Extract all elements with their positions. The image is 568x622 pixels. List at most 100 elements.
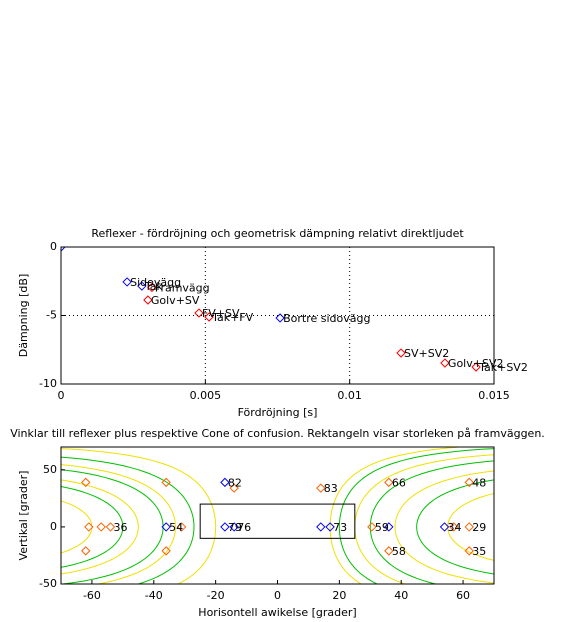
x-tick-label: -40 (145, 589, 163, 602)
cone-of-confusion (61, 464, 176, 584)
marker (367, 522, 377, 532)
x-tick-label: 60 (456, 589, 470, 602)
point-label: 34 (448, 521, 462, 534)
marker (147, 282, 157, 293)
plot-area (61, 447, 494, 584)
point-label: 76 (237, 521, 251, 534)
point-label: 83 (324, 482, 338, 495)
marker (464, 546, 474, 556)
marker (316, 483, 326, 493)
cone-of-confusion (61, 448, 217, 584)
y-tick-label: 0 (50, 240, 57, 253)
x-tick-label: -60 (83, 589, 101, 602)
cone-of-confusion (369, 460, 494, 584)
chart-title: Reflexer - fördröjning och geometrisk dä… (91, 227, 464, 240)
marker (440, 358, 450, 368)
cone-of-confusion (61, 469, 164, 584)
marker (275, 313, 285, 323)
marker (396, 348, 406, 358)
point-label: Framvägg (155, 281, 210, 294)
point-label: Bortre sidovägg (283, 312, 370, 325)
y-tick-label: -50 (39, 577, 57, 590)
point-label: Sidovägg (130, 276, 181, 289)
marker (384, 522, 394, 532)
x-axis-label: Horisontell awikelse [grader] (198, 606, 356, 619)
point-label: Golv+SV2 (448, 357, 504, 370)
marker (176, 522, 187, 532)
y-tick-label: 0 (50, 520, 57, 533)
x-tick-label: 0.01 (337, 389, 362, 402)
point-label: 58 (392, 545, 406, 558)
y-axis-label: Dämpning [dB] (17, 274, 30, 358)
marker (384, 477, 394, 488)
point-label: 66 (392, 476, 406, 489)
x-tick-label: 40 (394, 589, 408, 602)
cone-of-confusion (338, 448, 494, 584)
point-label: Tak+SV2 (478, 361, 528, 374)
point-label: 73 (333, 521, 347, 534)
marker (81, 477, 91, 488)
point-label: Tak+FV (211, 311, 254, 324)
point-label: 82 (228, 476, 242, 489)
cone-of-confusion (354, 454, 494, 584)
point-label: 79 (228, 521, 242, 534)
axes-box (60, 246, 495, 385)
y-axis-label: Vertikal [grader] (17, 471, 30, 561)
marker (137, 281, 147, 291)
marker (161, 522, 171, 532)
point-label: 36 (113, 521, 127, 534)
marker (325, 522, 335, 532)
y-tick-label: -10 (39, 377, 57, 390)
marker (220, 522, 230, 532)
cone-of-confusion (394, 470, 494, 584)
x-tick-label: 20 (332, 589, 346, 602)
point-label: 54 (169, 521, 183, 534)
point-label: SV+SV2 (404, 347, 449, 360)
cone-of-confusion (61, 456, 195, 584)
marker (84, 522, 94, 532)
marker (464, 477, 474, 488)
point-label: Tak (144, 280, 164, 293)
marker (316, 522, 326, 532)
x-tick-label: 0 (274, 589, 281, 602)
marker (194, 308, 204, 318)
point-label: 35 (472, 545, 486, 558)
plot-content (61, 447, 494, 584)
marker (449, 522, 459, 532)
cone-of-confusion (447, 492, 494, 561)
marker (122, 277, 132, 287)
marker (143, 295, 153, 305)
front-wall-rect (199, 503, 356, 539)
chart-title: Vinklar till reflexer plus respektive Co… (10, 427, 545, 440)
marker (204, 312, 214, 322)
marker (105, 522, 116, 532)
x-tick-label: -20 (207, 589, 225, 602)
cone-of-confusion (61, 479, 139, 575)
marker (464, 522, 474, 532)
marker (220, 477, 230, 488)
marker (439, 522, 450, 532)
point-label: 48 (472, 476, 486, 489)
marker (161, 477, 171, 488)
x-axis-label: Fördröjning [s] (238, 406, 318, 419)
marker (471, 362, 481, 372)
cone-of-confusion (61, 486, 124, 568)
point-label: 59 (375, 521, 389, 534)
x-tick-label: 0.015 (478, 389, 510, 402)
point-label: 29 (472, 521, 486, 534)
y-tick-label: -5 (46, 309, 57, 322)
marker (96, 522, 106, 532)
marker (229, 522, 239, 532)
x-tick-label: 0.005 (190, 389, 222, 402)
x-tick-label: 0 (58, 389, 65, 402)
cone-of-confusion (329, 447, 460, 584)
marker (161, 546, 171, 556)
point-label: Golv+SV (151, 294, 200, 307)
marker (384, 546, 394, 556)
marker (229, 483, 239, 493)
point-label: FV+SV (202, 307, 240, 320)
marker (81, 546, 91, 556)
axes-box (60, 446, 495, 585)
